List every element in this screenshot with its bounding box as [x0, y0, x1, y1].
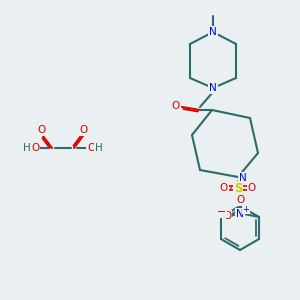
Text: O: O: [248, 183, 256, 193]
Text: N: N: [236, 209, 244, 219]
Text: O: O: [236, 195, 244, 205]
Text: O: O: [80, 125, 88, 135]
Text: +: +: [243, 205, 250, 214]
Text: O: O: [87, 143, 95, 153]
Text: −: −: [216, 207, 226, 217]
Text: O: O: [172, 101, 180, 111]
Text: H: H: [23, 143, 31, 153]
Text: O: O: [31, 143, 39, 153]
Text: N: N: [239, 173, 247, 183]
Text: O: O: [223, 211, 231, 221]
Text: O: O: [38, 125, 46, 135]
Text: N: N: [209, 83, 217, 93]
Text: H: H: [95, 143, 103, 153]
Text: S: S: [234, 182, 242, 194]
Text: N: N: [209, 27, 217, 37]
Text: O: O: [220, 183, 228, 193]
